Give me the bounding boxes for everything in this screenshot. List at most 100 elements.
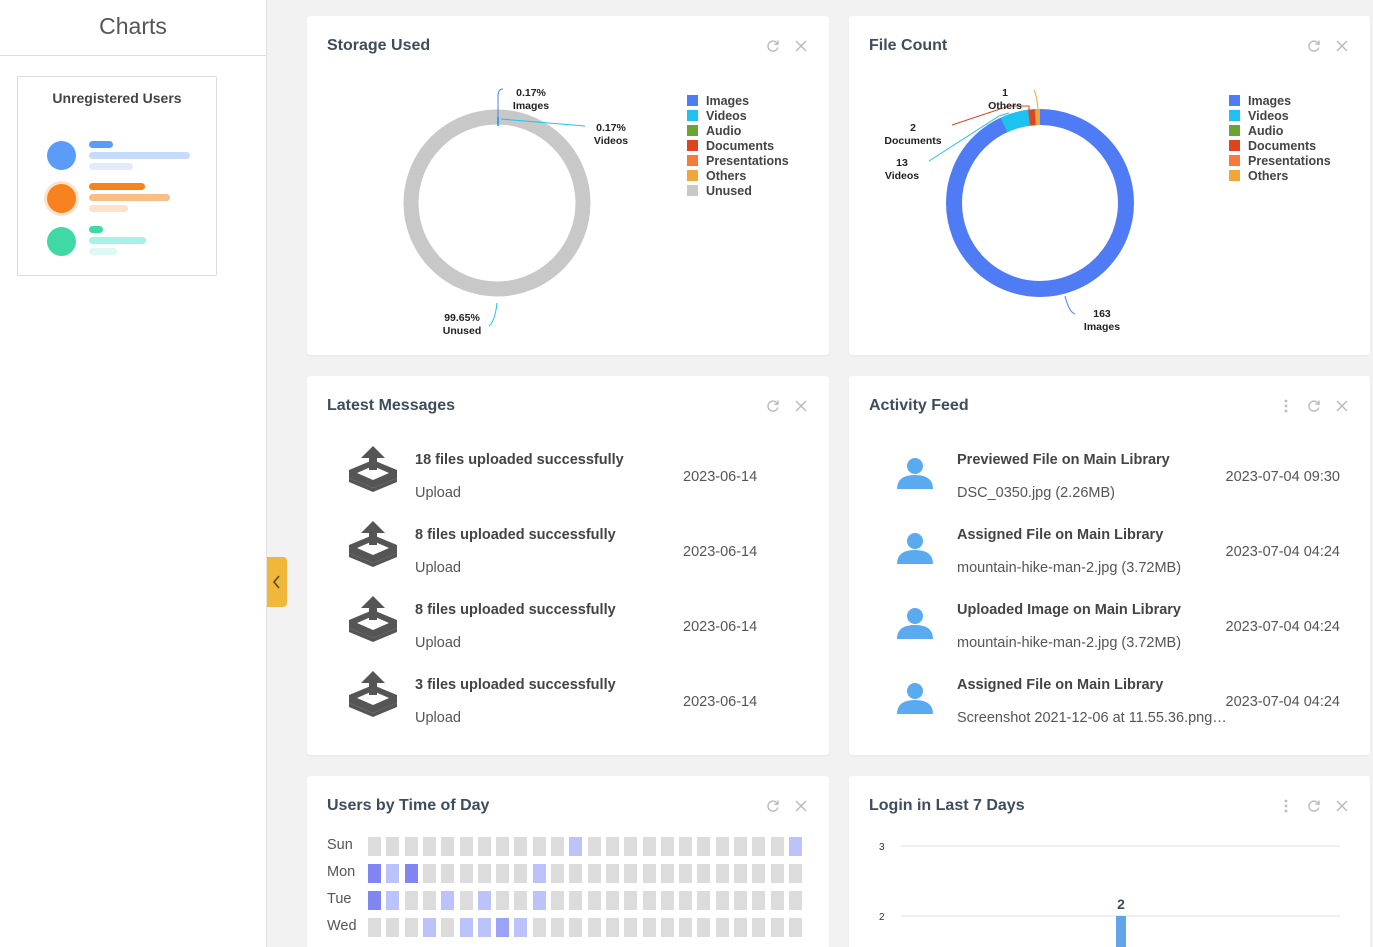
heatmap-cell[interactable] <box>660 918 674 937</box>
heatmap-cell[interactable] <box>514 864 528 883</box>
more-options-button[interactable] <box>1278 798 1294 814</box>
heatmap-cell[interactable] <box>624 891 638 910</box>
close-button[interactable] <box>793 398 809 414</box>
legend-item[interactable]: Others <box>687 168 789 183</box>
heatmap-cell[interactable] <box>404 837 418 856</box>
heatmap-cell[interactable] <box>605 918 619 937</box>
heatmap-cell[interactable] <box>788 864 802 883</box>
heatmap-cell[interactable] <box>477 837 491 856</box>
heatmap-cell[interactable] <box>734 918 747 937</box>
heatmap-cell[interactable] <box>642 918 656 937</box>
heatmap-cell[interactable] <box>734 837 747 856</box>
heatmap-cell[interactable] <box>752 891 766 910</box>
message-item[interactable]: 8 files uploaded successfully Upload 2023-… <box>307 521 829 602</box>
heatmap-cell[interactable] <box>441 837 455 856</box>
heatmap-cell[interactable] <box>532 891 546 910</box>
heatmap-cell[interactable] <box>587 837 601 856</box>
close-button[interactable] <box>1334 798 1350 814</box>
legend-item[interactable]: Audio <box>687 123 789 138</box>
heatmap-cell[interactable] <box>551 918 564 937</box>
heatmap-cell[interactable] <box>551 837 564 856</box>
heatmap-cell[interactable] <box>532 837 546 856</box>
legend-item[interactable]: Unused <box>687 183 789 198</box>
heatmap-cell[interactable] <box>569 918 583 937</box>
heatmap-cell[interactable] <box>514 891 528 910</box>
heatmap-cell[interactable] <box>679 891 693 910</box>
heatmap-cell[interactable] <box>660 891 674 910</box>
heatmap-cell[interactable] <box>752 864 766 883</box>
legend-item[interactable]: Presentations <box>1229 153 1331 168</box>
activity-item[interactable]: Previewed File on Main Library DSC_0350.j… <box>849 452 1370 527</box>
activity-item[interactable]: Assigned File on Main Library mountain-hi… <box>849 527 1370 602</box>
heatmap-cell[interactable] <box>770 891 784 910</box>
legend-item[interactable]: Others <box>1229 168 1331 183</box>
heatmap-cell[interactable] <box>441 864 455 883</box>
heatmap-cell[interactable] <box>514 918 528 937</box>
heatmap-cell[interactable] <box>679 918 693 937</box>
heatmap-cell[interactable] <box>788 891 802 910</box>
heatmap-cell[interactable] <box>697 864 711 883</box>
heatmap-cell[interactable] <box>496 837 510 856</box>
heatmap-cell[interactable] <box>551 864 564 883</box>
heatmap-cell[interactable] <box>715 891 729 910</box>
heatmap-cell[interactable] <box>660 837 674 856</box>
heatmap-cell[interactable] <box>532 864 546 883</box>
heatmap-cell[interactable] <box>532 918 546 937</box>
heatmap-cell[interactable] <box>770 918 784 937</box>
heatmap-cell[interactable] <box>496 891 510 910</box>
heatmap-cell[interactable] <box>587 864 601 883</box>
heatmap-cell[interactable] <box>404 918 418 937</box>
heatmap-cell[interactable] <box>734 891 747 910</box>
heatmap-cell[interactable] <box>697 918 711 937</box>
more-options-button[interactable] <box>1278 398 1294 414</box>
heatmap-cell[interactable] <box>624 918 638 937</box>
heatmap-cell[interactable] <box>679 864 693 883</box>
collapse-panel-button[interactable] <box>267 557 287 607</box>
heatmap-cell[interactable] <box>477 864 491 883</box>
heatmap-cell[interactable] <box>459 864 473 883</box>
message-item[interactable]: 3 files uploaded successfully Upload 2023-… <box>307 671 829 752</box>
heatmap-cell[interactable] <box>477 918 491 937</box>
heatmap-cell[interactable] <box>642 837 656 856</box>
heatmap-cell[interactable] <box>404 891 418 910</box>
heatmap-cell[interactable] <box>386 837 400 856</box>
legend-item[interactable]: Documents <box>687 138 789 153</box>
heatmap-cell[interactable] <box>752 837 766 856</box>
heatmap-cell[interactable] <box>660 864 674 883</box>
refresh-button[interactable] <box>1306 798 1322 814</box>
close-button[interactable] <box>1334 38 1350 54</box>
chart-thumbnail-unregistered-users[interactable]: Unregistered Users <box>17 76 217 276</box>
heatmap-cell[interactable] <box>587 918 601 937</box>
heatmap-cell[interactable] <box>788 837 802 856</box>
heatmap-cell[interactable] <box>496 918 510 937</box>
heatmap-cell[interactable] <box>770 864 784 883</box>
close-button[interactable] <box>793 798 809 814</box>
message-item[interactable]: 18 files uploaded successfully Upload 2023… <box>307 446 829 527</box>
heatmap-cell[interactable] <box>715 837 729 856</box>
heatmap-cell[interactable] <box>368 864 381 883</box>
heatmap-cell[interactable] <box>368 837 381 856</box>
heatmap-cell[interactable] <box>459 837 473 856</box>
refresh-button[interactable] <box>765 398 781 414</box>
legend-item[interactable]: Presentations <box>687 153 789 168</box>
heatmap-cell[interactable] <box>715 918 729 937</box>
heatmap-cell[interactable] <box>441 891 455 910</box>
heatmap-cell[interactable] <box>368 891 381 910</box>
heatmap-cell[interactable] <box>587 891 601 910</box>
heatmap-cell[interactable] <box>569 891 583 910</box>
refresh-button[interactable] <box>765 38 781 54</box>
message-item[interactable]: 8 files uploaded successfully Upload 2023-… <box>307 596 829 677</box>
heatmap-cell[interactable] <box>697 891 711 910</box>
heatmap-cell[interactable] <box>624 864 638 883</box>
refresh-button[interactable] <box>765 798 781 814</box>
legend-item[interactable]: Videos <box>1229 108 1331 123</box>
heatmap-cell[interactable] <box>788 918 802 937</box>
refresh-button[interactable] <box>1306 38 1322 54</box>
heatmap-cell[interactable] <box>734 864 747 883</box>
legend-item[interactable]: Audio <box>1229 123 1331 138</box>
refresh-button[interactable] <box>1306 398 1322 414</box>
heatmap-cell[interactable] <box>422 891 436 910</box>
heatmap-cell[interactable] <box>697 837 711 856</box>
heatmap-cell[interactable] <box>551 891 564 910</box>
heatmap-cell[interactable] <box>514 837 528 856</box>
